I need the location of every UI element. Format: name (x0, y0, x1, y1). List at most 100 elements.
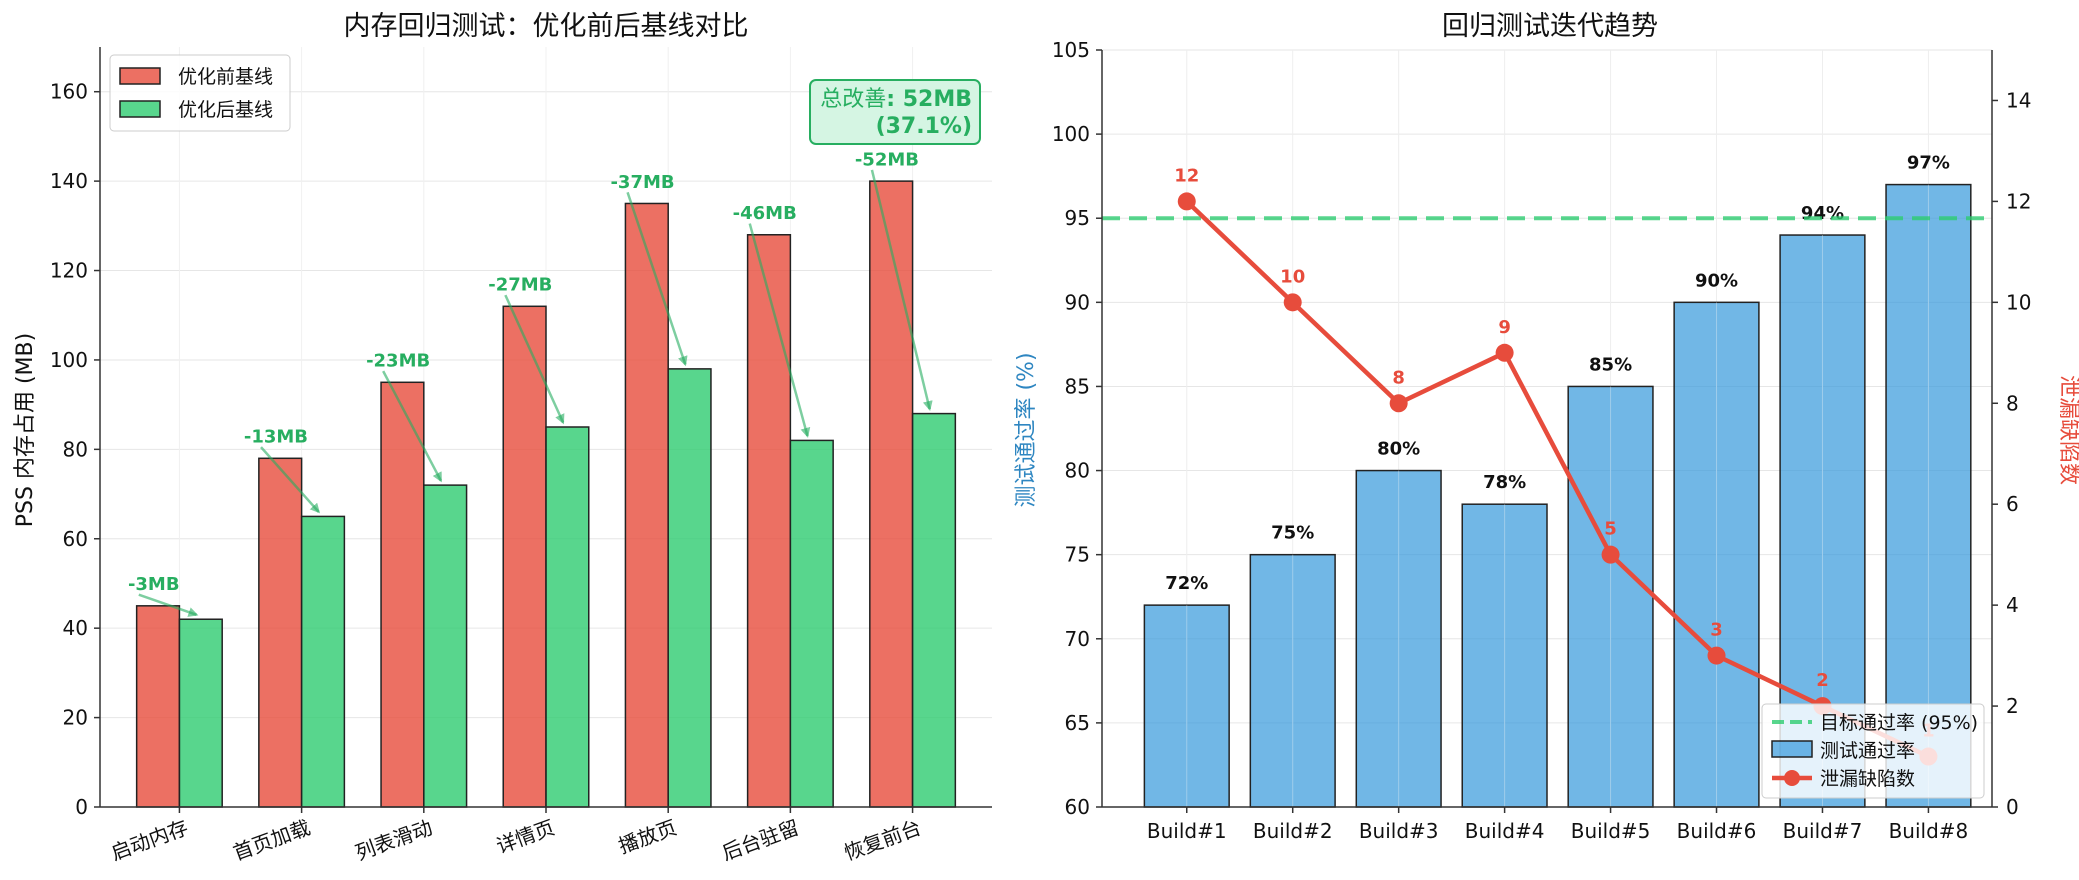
bar-before (502, 305, 547, 808)
legend-bar-label: 测试通过率 (1820, 740, 1915, 762)
pass-rate-bar (1567, 385, 1654, 808)
bar-after (423, 484, 468, 808)
left-y-tick-label: 140 (50, 169, 88, 193)
right-y-tick-label: 60 (1065, 795, 1090, 819)
trend-chart: 回归测试迭代趋势 测试通过率 (%) 泄漏缺陷数 72% 75% 80% 78% 85%… (1014, 11, 2079, 843)
pass-rate-bar (1461, 503, 1548, 808)
reduction-label: -13MB (244, 427, 308, 448)
left-x-tick-label: 后台驻留 (719, 815, 802, 865)
left-y-tick-label: 40 (63, 616, 88, 640)
right-y-tick-label: 75 (1065, 543, 1090, 567)
right-y2-axis-label: 泄漏缺陷数 (2056, 375, 2079, 485)
defect-point (1389, 394, 1408, 413)
left-x-tick-label: 详情页 (493, 815, 558, 858)
right-x-tick-label: Build#7 (1783, 819, 1863, 843)
defect-polyline (1185, 199, 1930, 759)
bar-after (911, 412, 957, 808)
right-chart-title: 回归测试迭代趋势 (1442, 11, 1658, 42)
reduction-label: -52MB (855, 149, 919, 170)
bar-before (869, 180, 914, 808)
summary-line1: : 52MB (886, 87, 972, 112)
left-bars (135, 180, 957, 808)
left-x-tick-label: 恢复前台 (841, 815, 924, 865)
reduction-label: -46MB (733, 203, 797, 224)
right-legend-frame (1761, 703, 1985, 799)
right-x-tick-label: Build#1 (1147, 819, 1227, 843)
defect-label: 9 (1498, 317, 1511, 338)
left-reduction-labels: -3MB -13MB -23MB -27MB -37MB -46MB -52MB (128, 149, 919, 595)
bar-before (258, 457, 303, 808)
bar-after (300, 515, 346, 808)
pass-rate-bar (1673, 301, 1760, 808)
right-y-axis-label: 测试通过率 (%) (1014, 352, 1039, 507)
pass-rate-label: 72% (1165, 573, 1208, 594)
left-y-tick-label: 0 (75, 795, 88, 819)
defect-point (1177, 192, 1196, 211)
left-legend-swatch (119, 67, 161, 85)
pass-rate-bar (1143, 604, 1230, 808)
summary-text: 总改善: 52MB (820, 87, 972, 112)
left-legend-label: 优化前基线 (178, 66, 273, 88)
defect-label: 8 (1392, 367, 1405, 388)
left-y-tick-label: 120 (50, 259, 88, 283)
right-y2-tick-label: 8 (2006, 391, 2019, 415)
reduction-arrow (382, 370, 443, 483)
right-x-tick-label: Build#5 (1571, 819, 1651, 843)
reduction-label: -27MB (488, 275, 552, 296)
legend-bar-swatch (1771, 740, 1813, 758)
defect-point (1495, 343, 1514, 362)
defect-label: 3 (1710, 620, 1723, 641)
defect-label: 2 (1816, 670, 1829, 691)
left-arrows (138, 169, 933, 617)
right-y2-tick-label: 14 (2006, 88, 2031, 112)
right-axes: 606570758085909510010502468101214Build#1… (1052, 38, 2032, 843)
bar-before (746, 234, 792, 808)
left-y-tick-label: 60 (63, 527, 88, 551)
defect-point (1707, 646, 1726, 665)
memory-chart: 内存回归测试：优化前后基线对比 PSS 内存占用 (MB) -3MB -13MB -… (13, 11, 992, 865)
legend-target-label: 目标通过率 (95%) (1820, 712, 1978, 734)
pass-rate-label: 80% (1377, 439, 1420, 460)
defect-line: 1210895321 (1174, 165, 1938, 766)
right-y-tick-label: 70 (1065, 627, 1090, 651)
left-y-tick-label: 80 (63, 437, 88, 461)
pass-rate-label: 75% (1271, 523, 1314, 544)
bar-before (135, 605, 181, 808)
left-chart-title: 内存回归测试：优化前后基线对比 (344, 11, 749, 42)
left-y-tick-label: 160 (50, 80, 88, 104)
bar-after (789, 439, 834, 808)
reduction-label: -3MB (128, 574, 180, 595)
left-x-tick-label: 启动内存 (108, 815, 191, 865)
summary-box: 总改善: 52MB (37.1%) (809, 79, 981, 145)
pass-rate-label: 78% (1483, 472, 1526, 493)
pass-rate-bar (1355, 469, 1442, 808)
right-y-tick-label: 65 (1065, 711, 1090, 735)
reduction-label: -37MB (610, 172, 674, 193)
pass-rate-label: 97% (1907, 153, 1950, 174)
bar-before (380, 381, 425, 808)
bar-after (178, 618, 223, 808)
summary-line2: (37.1%) (876, 114, 972, 139)
left-x-tick-label: 播放页 (615, 815, 680, 858)
legend-line-marker (1784, 770, 1800, 786)
right-y-tick-label: 90 (1065, 290, 1090, 314)
reduction-arrow (504, 294, 565, 425)
right-x-tick-label: Build#3 (1359, 819, 1439, 843)
left-x-tick-label: 首页加载 (230, 815, 313, 865)
left-y-axis-label: PSS 内存占用 (MB) (13, 333, 38, 527)
reduction-arrow (138, 593, 199, 617)
right-x-tick-label: Build#6 (1677, 819, 1757, 843)
pass-rate-label: 90% (1695, 270, 1738, 291)
left-x-tick-label: 列表滑动 (352, 815, 435, 865)
pass-rate-bar (1885, 183, 1972, 808)
right-x-tick-label: Build#4 (1465, 819, 1545, 843)
defect-label: 10 (1280, 266, 1305, 287)
summary-prefix: 总改善 (820, 87, 886, 112)
pass-rate-label: 94% (1801, 203, 1844, 224)
right-y-tick-label: 95 (1065, 206, 1090, 230)
right-y2-tick-label: 12 (2006, 189, 2031, 213)
right-y2-tick-label: 6 (2006, 492, 2019, 516)
left-legend-swatch (119, 100, 161, 118)
